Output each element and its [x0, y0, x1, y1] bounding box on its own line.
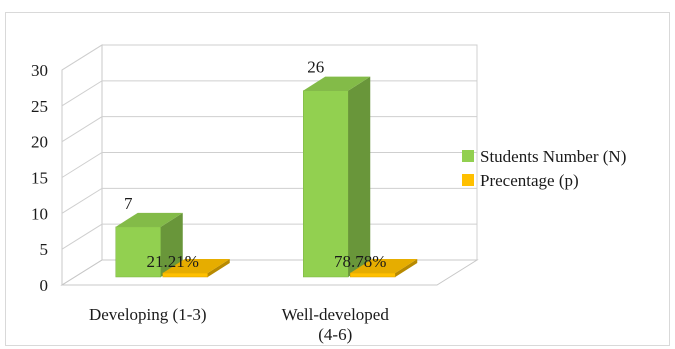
legend-swatch — [462, 150, 474, 162]
data-labels: 7 26 21.21% 78.78% — [124, 58, 386, 271]
legend-label: Students Number (N) — [480, 147, 626, 166]
gridline — [61, 116, 477, 143]
category-labels: Developing (1-3) Well-developed(4-6) — [89, 305, 389, 344]
data-label: 26 — [307, 58, 324, 77]
y-tick-label: 0 — [40, 276, 49, 295]
y-tick-label: 5 — [40, 240, 49, 259]
bar-top — [115, 212, 183, 227]
legend: Students Number (N) Precentage (p) — [462, 147, 626, 190]
bar-top — [303, 76, 371, 91]
bar-front — [303, 90, 349, 278]
category-label: Developing (1-3) — [89, 305, 207, 324]
chart-frame — [5, 12, 670, 346]
gridline — [61, 44, 477, 71]
bar-side — [348, 76, 371, 278]
legend-label: Precentage (p) — [480, 171, 579, 190]
bar-front — [162, 272, 208, 278]
y-tick-label: 15 — [31, 169, 48, 188]
y-axis-ticks: 0 5 10 15 20 25 30 — [31, 61, 48, 295]
bar-front — [350, 272, 396, 278]
bar-top — [350, 259, 418, 273]
bar-side — [395, 259, 418, 277]
bars — [115, 76, 418, 278]
category-label: Well-developed — [282, 305, 390, 324]
bar-side — [160, 212, 183, 277]
gridlines — [61, 44, 477, 250]
data-label: 21.21% — [147, 252, 199, 271]
legend-swatch — [462, 174, 474, 186]
bar-side — [207, 259, 230, 277]
y-tick-label: 20 — [31, 133, 48, 152]
y-tick-label: 10 — [31, 204, 48, 223]
category-label: (4-6) — [318, 325, 352, 344]
gridline — [61, 152, 477, 178]
data-label: 7 — [124, 194, 133, 213]
data-label: 78.78% — [334, 252, 386, 271]
gridline — [61, 80, 477, 107]
y-tick-label: 30 — [31, 61, 48, 80]
bar-top — [162, 259, 230, 273]
y-tick-label: 25 — [31, 97, 48, 116]
